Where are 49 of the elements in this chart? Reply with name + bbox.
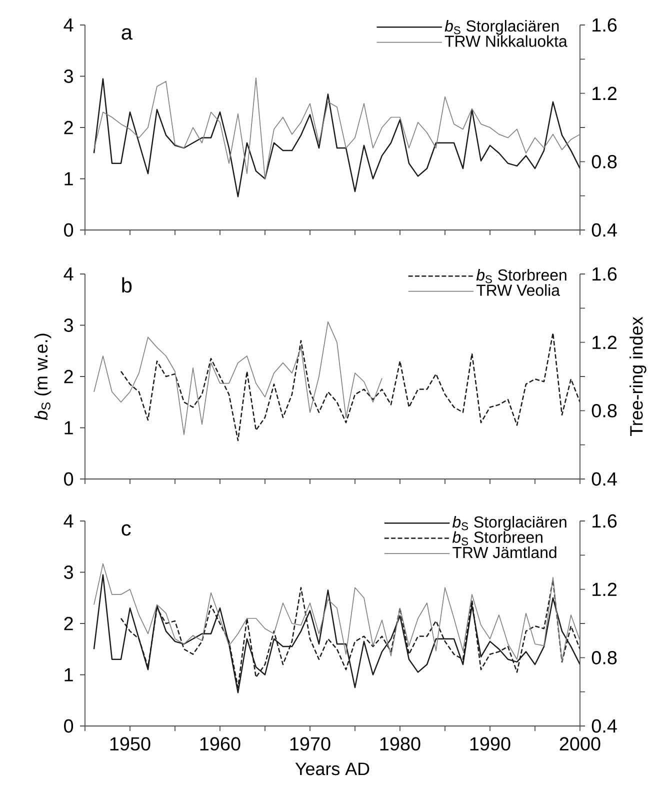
y-tick-label: 0 <box>64 223 74 237</box>
y2-tick-label: 0.4 <box>592 223 617 237</box>
y2-tick-label: 1.2 <box>592 582 617 596</box>
x-tick-label: 1950 <box>110 737 150 751</box>
y-tick-label: 2 <box>64 616 73 630</box>
x-axis-title: Years AD <box>295 762 370 776</box>
y2-axis-title: Tree-ring index <box>630 316 646 436</box>
y-tick-label: 3 <box>64 318 73 332</box>
y-tick-label: 4 <box>64 18 74 32</box>
y-tick-label: 4 <box>64 514 74 528</box>
line-series <box>94 78 580 180</box>
y2-tick-label: 1.2 <box>592 86 617 100</box>
y-tick-label: 0 <box>64 472 74 486</box>
y-tick-label: 3 <box>64 70 74 83</box>
x-tick-label: 1970 <box>290 737 330 751</box>
y2-tick-label: 0.8 <box>592 650 617 664</box>
chart-title: c <box>122 524 131 536</box>
legend-label: b$_{S}$ Storglaciären <box>452 516 566 531</box>
legend-label: b$_{S}$ Storbreen <box>476 268 566 284</box>
legend-label: TRW Veolia <box>476 284 560 296</box>
y-tick-label: 1 <box>64 172 73 186</box>
y2-tick-label: 1.6 <box>592 514 617 528</box>
x-tick-label: 1990 <box>470 737 510 751</box>
y2-tick-label: 1.2 <box>592 336 617 349</box>
y2-tick-label: 0.4 <box>592 719 617 733</box>
y-tick-label: 2 <box>64 120 73 134</box>
x-tick-label: 2000 <box>560 737 600 751</box>
x-tick-label: 1980 <box>380 737 420 751</box>
y-tick-label: 3 <box>64 566 74 579</box>
y2-tick-label: 0.8 <box>592 404 617 418</box>
legend-label: TRW Jämtland <box>452 546 556 558</box>
legend-label: b$_{S}$ Storbreen <box>452 531 542 546</box>
legend-label: TRW Nikkaluokta <box>444 35 568 47</box>
y-axis-title: b$_{S}$ (m w.e.) <box>34 334 52 420</box>
y2-tick-label: 0.4 <box>592 472 617 486</box>
y-tick-label: 0 <box>64 719 74 733</box>
y-tick-label: 1 <box>64 668 73 682</box>
y2-tick-label: 0.8 <box>592 154 617 168</box>
legend-label: b$_{S}$ Storglaciären <box>444 20 559 35</box>
y2-tick-label: 1.6 <box>592 267 617 281</box>
y-tick-label: 1 <box>64 421 73 434</box>
line-series <box>94 563 580 662</box>
x-tick-label: 1960 <box>200 737 240 751</box>
chart-title: a <box>122 28 133 40</box>
y-tick-label: 2 <box>64 370 73 384</box>
line-series <box>94 321 382 435</box>
y-tick-label: 4 <box>64 267 74 281</box>
y2-tick-label: 1.6 <box>592 18 617 32</box>
chart-title: b <box>122 277 132 293</box>
